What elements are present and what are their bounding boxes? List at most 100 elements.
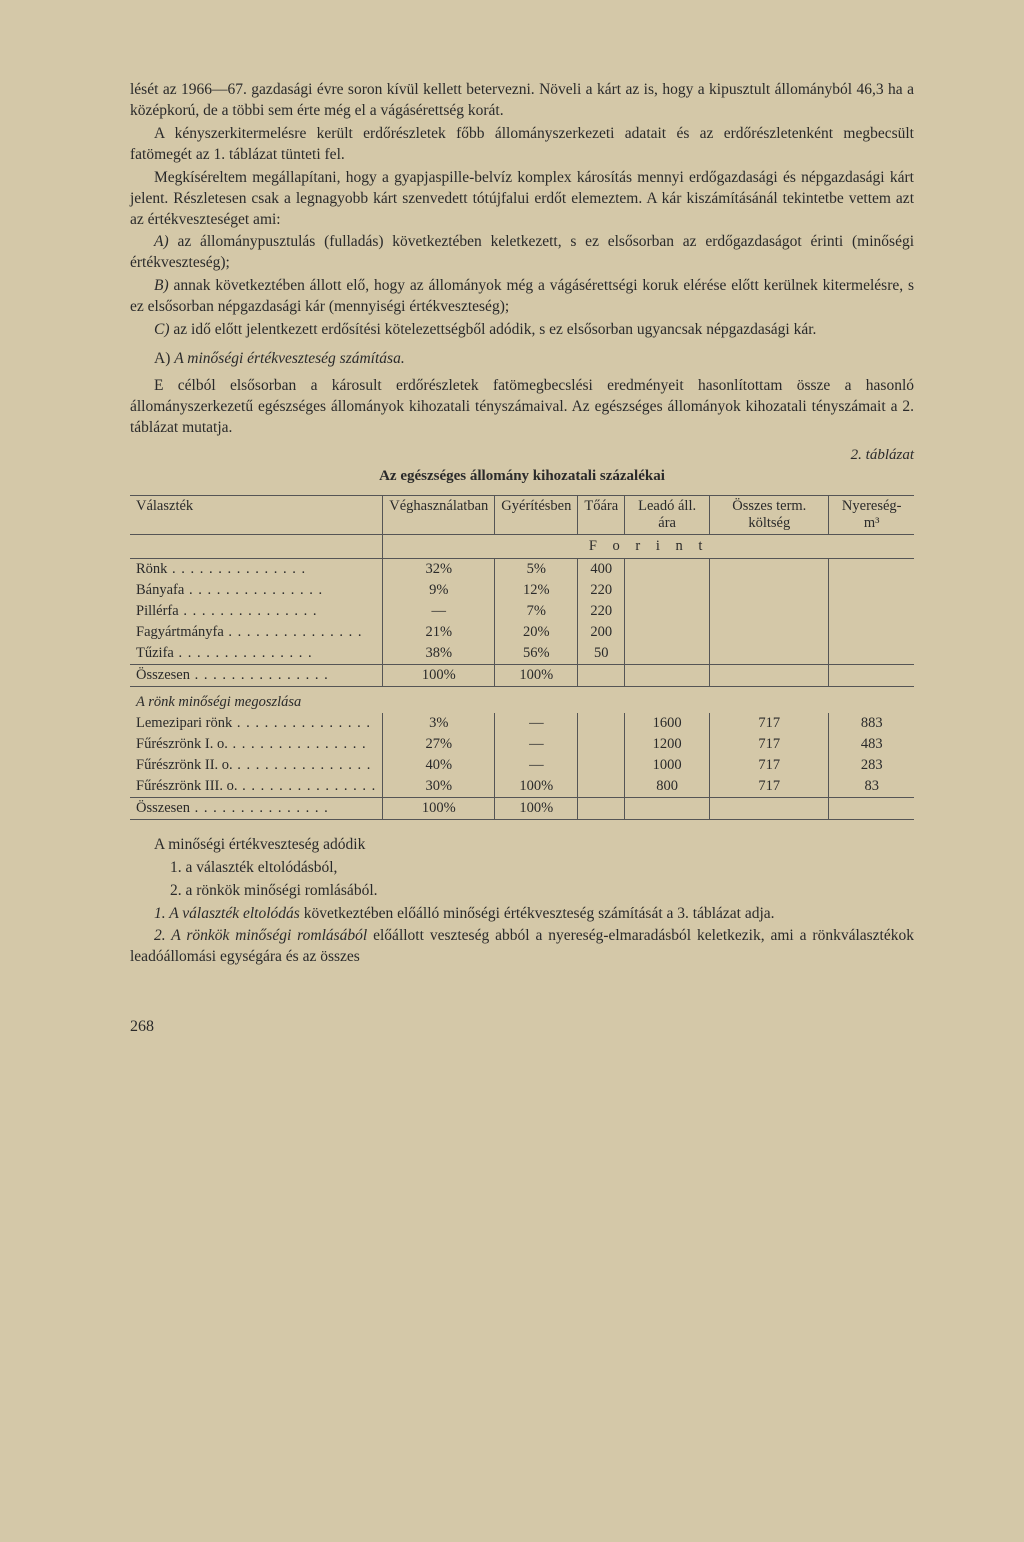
after-table-text: A minőségi értékveszteség adódik 1. a vá…: [130, 835, 914, 969]
table-title: Az egészséges állomány kihozatali százal…: [130, 468, 914, 485]
document-page: lését az 1966—67. gazdasági évre soron k…: [0, 0, 1024, 1542]
paragraph: A minőségi értékveszteség adódik: [130, 835, 914, 856]
list-paragraph-a: A) az állománypusztulás (fulladás) követ…: [130, 232, 914, 274]
cell: 717: [710, 755, 829, 776]
cell: [625, 643, 710, 665]
paragraph: A kényszerkitermelésre került erdőrészle…: [130, 124, 914, 166]
cell: 5%: [495, 558, 578, 580]
th-toara: Tőára: [578, 495, 625, 534]
th-nyereseg: Nyereség-m³: [829, 495, 914, 534]
table-total-1: Összesen100%100%: [130, 665, 914, 687]
cell: [710, 601, 829, 622]
cell: [829, 643, 914, 665]
cell: [829, 601, 914, 622]
row-label: Fűrészrönk II. o.: [130, 755, 383, 776]
cell: 883: [829, 713, 914, 734]
cell: 3%: [383, 713, 495, 734]
row-label: Összesen: [130, 798, 383, 820]
cell: 83: [829, 776, 914, 798]
th-gyerites: Gyérítésben: [495, 495, 578, 534]
cell: 20%: [495, 622, 578, 643]
cell: 717: [710, 734, 829, 755]
table-body-1: Rönk32%5%400Bányafa9%12%220Pillérfa—7%22…: [130, 558, 914, 664]
paragraph: E célból elsősorban a károsult erdőrészl…: [130, 376, 914, 439]
text: az állománypusztulás (fulladás) következ…: [130, 233, 914, 271]
cell: 220: [578, 580, 625, 601]
table-row: Tűzifa38%56%50: [130, 643, 914, 665]
cell: 56%: [495, 643, 578, 665]
cell: 100%: [383, 665, 495, 687]
label-c: C): [154, 321, 170, 338]
cell: —: [495, 734, 578, 755]
cell: —: [495, 755, 578, 776]
row-label: Fűrészrönk I. o.: [130, 734, 383, 755]
row-label: Rönk: [130, 558, 383, 580]
table-note: 2. táblázat: [130, 447, 914, 464]
forint-row: F o r i n t: [130, 534, 914, 558]
table-header-row: Választék Véghasználatban Gyérítésben Tő…: [130, 495, 914, 534]
cell: 220: [578, 601, 625, 622]
cell: 400: [578, 558, 625, 580]
cell: 100%: [495, 798, 578, 820]
paragraph: Megkíséreltem megállapítani, hogy a gyap…: [130, 168, 914, 231]
table-row: Fűrészrönk III. o.30%100% 80071783: [130, 776, 914, 798]
cell: [625, 798, 710, 820]
list-paragraph-c: C) az idő előtt jelentkezett erdősítési …: [130, 320, 914, 341]
cell: 40%: [383, 755, 495, 776]
paragraph: 1. A választék eltolódás következtében e…: [130, 904, 914, 925]
page-number: 268: [130, 1018, 914, 1036]
cell: 9%: [383, 580, 495, 601]
cell: —: [383, 601, 495, 622]
section-heading-a: A) A minőségi értékveszteség számítása.: [130, 349, 914, 370]
cell: 800: [625, 776, 710, 798]
table-row: Fagyártmányfa21%20%200: [130, 622, 914, 643]
forint-label: F o r i n t: [383, 534, 914, 558]
cell: 30%: [383, 776, 495, 798]
row-label: Összesen: [130, 665, 383, 687]
cell: 717: [710, 776, 829, 798]
cell: [710, 558, 829, 580]
cell: [578, 665, 625, 687]
cell: [578, 734, 625, 755]
cell: 21%: [383, 622, 495, 643]
cell: [578, 755, 625, 776]
list-item: 1. a választék eltolódásból,: [130, 858, 914, 879]
italic-lead: 1. A választék eltolódás: [154, 905, 300, 922]
cell: 483: [829, 734, 914, 755]
cell: [625, 580, 710, 601]
cell: 100%: [495, 776, 578, 798]
th-osszes: Összes term. költség: [710, 495, 829, 534]
cell: [829, 558, 914, 580]
cell: 1600: [625, 713, 710, 734]
row-label: Tűzifa: [130, 643, 383, 665]
th-leado: Leadó áll. ára: [625, 495, 710, 534]
row-label: Pillérfa: [130, 601, 383, 622]
yield-table: Választék Véghasználatban Gyérítésben Tő…: [130, 495, 914, 821]
italic-lead: 2. A rönkök minőségi romlásából: [154, 927, 367, 944]
cell: [710, 643, 829, 665]
cell: 717: [710, 713, 829, 734]
cell: 38%: [383, 643, 495, 665]
table-row: Fűrészrönk II. o.40%—1000717283: [130, 755, 914, 776]
table-row: Lemezipari rönk3%—1600717883: [130, 713, 914, 734]
cell: [578, 713, 625, 734]
label-a: A): [154, 233, 169, 250]
divider: [130, 820, 914, 821]
cell: 200: [578, 622, 625, 643]
group-title-row: A rönk minőségi megoszlása: [130, 688, 914, 713]
table-row: Fűrészrönk I. o.27%—1200717483: [130, 734, 914, 755]
cell: 27%: [383, 734, 495, 755]
group-title: A rönk minőségi megoszlása: [130, 688, 914, 713]
table-wrapper: 2. táblázat Az egészséges állomány kihoz…: [130, 447, 914, 821]
list-paragraph-b: B) annak következtében állott elő, hogy …: [130, 276, 914, 318]
th-valasztek: Választék: [130, 495, 383, 534]
cell: [829, 798, 914, 820]
label-b: B): [154, 277, 169, 294]
row-label: Lemezipari rönk: [130, 713, 383, 734]
cell: 50: [578, 643, 625, 665]
row-label: Fűrészrönk III. o.: [130, 776, 383, 798]
cell: [829, 580, 914, 601]
cell: [829, 665, 914, 687]
table-total-2: Összesen100%100%: [130, 798, 914, 820]
row-label: Bányafa: [130, 580, 383, 601]
